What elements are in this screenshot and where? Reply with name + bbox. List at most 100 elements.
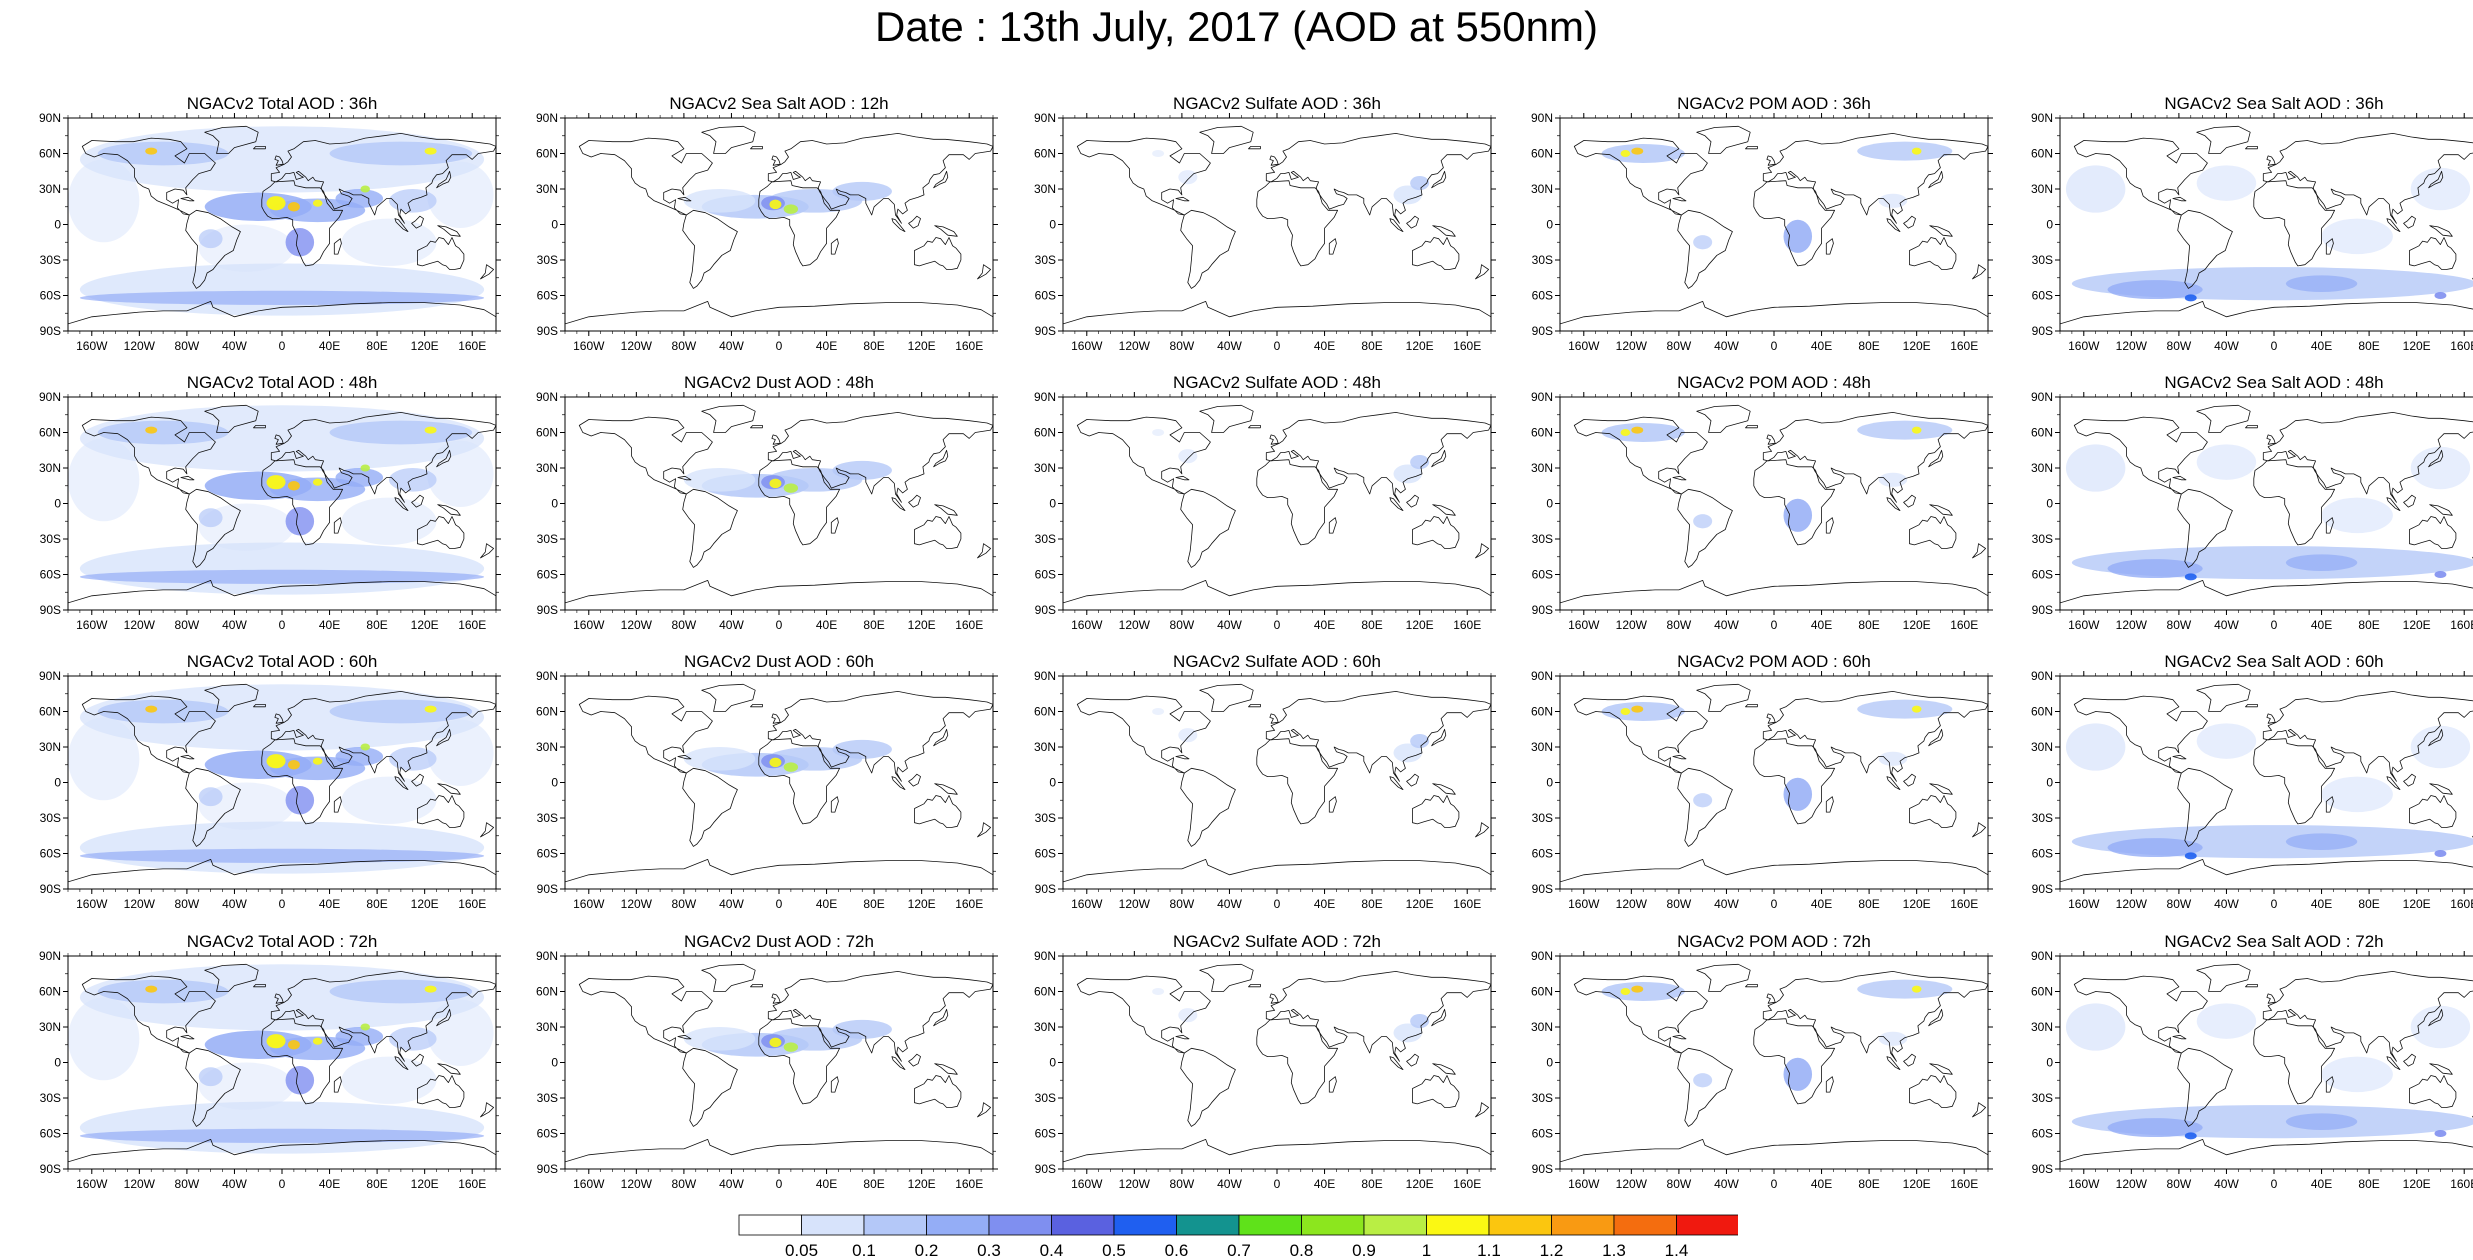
africa-coastline bbox=[2253, 738, 2335, 825]
aod-field-background bbox=[341, 218, 437, 266]
map-plot: 90N 60N 30N 0 30S 60S 90S 160W 120W 80W 40W 0 40E 80E… bbox=[536, 390, 998, 632]
australia-coastline bbox=[914, 795, 962, 828]
aod-plume bbox=[2321, 1056, 2393, 1093]
lon-tick-label: 40W bbox=[1217, 897, 1242, 911]
aod-plume bbox=[1410, 175, 1430, 191]
lat-tick-label: 90N bbox=[39, 111, 61, 125]
aod-field-background bbox=[341, 776, 437, 824]
lat-tick-label: 30S bbox=[1532, 532, 1553, 546]
lon-tick-label: 160W bbox=[76, 339, 108, 353]
lon-tick-label: 160E bbox=[1950, 339, 1978, 353]
lat-tick-label: 90N bbox=[536, 949, 558, 963]
eurasia-coastline bbox=[1265, 691, 1491, 782]
aod-plume bbox=[832, 181, 892, 201]
north-america-coastline bbox=[2073, 137, 2208, 216]
lat-tick-label: 60N bbox=[2031, 426, 2053, 440]
aod-plume bbox=[832, 739, 892, 759]
aod-plume bbox=[312, 478, 323, 486]
aod-plume bbox=[389, 189, 437, 213]
aod-field-background bbox=[427, 440, 494, 508]
lat-tick-label: 90N bbox=[1531, 111, 1553, 125]
map-panel: NGACv2 Dust AOD : 72h 90N 60N 30N 0 30S 60S 90S… bbox=[535, 931, 1035, 1201]
aod-plume bbox=[335, 747, 384, 766]
iceland-island-coastline bbox=[1745, 704, 1758, 708]
greenland-coastline bbox=[204, 404, 259, 433]
madagascar-island-coastline bbox=[1825, 517, 1834, 534]
lon-tick-label: 40W bbox=[222, 618, 247, 632]
lon-tick-label: 40W bbox=[2214, 1177, 2239, 1191]
lon-tick-label: 80E bbox=[863, 339, 884, 353]
aod-plume bbox=[198, 787, 223, 807]
iceland-island-coastline bbox=[1745, 425, 1758, 429]
aod-plume bbox=[389, 468, 437, 492]
lon-tick-label: 160E bbox=[955, 897, 983, 911]
aod-plume bbox=[1620, 428, 1631, 437]
lat-tick-label: 60S bbox=[1035, 1127, 1056, 1141]
map-plot: 90N 60N 30N 0 30S 60S 90S 160W 120W 80W 40W 0 40E 80E… bbox=[1531, 949, 1993, 1191]
aod-plume bbox=[360, 464, 370, 472]
aod-plume bbox=[1783, 777, 1813, 811]
uk-island-coastline bbox=[771, 434, 781, 445]
lon-tick-label: 0 bbox=[1771, 1177, 1778, 1191]
africa-coastline bbox=[261, 459, 343, 546]
lon-tick-label: 120E bbox=[411, 1177, 439, 1191]
lon-tick-label: 40W bbox=[719, 897, 744, 911]
aod-plume bbox=[1783, 498, 1813, 532]
aod-plume bbox=[1631, 705, 1644, 713]
lon-tick-label: 40W bbox=[1217, 1177, 1242, 1191]
aod-plume bbox=[683, 468, 756, 492]
cuba-island-coastline bbox=[2172, 1034, 2187, 1040]
lon-tick-label: 160W bbox=[1568, 618, 1600, 632]
lat-tick-label: 30N bbox=[1034, 1020, 1056, 1034]
aod-plume bbox=[683, 1027, 756, 1051]
north-america-coastline bbox=[578, 695, 713, 774]
south-america-coastline bbox=[1180, 1047, 1236, 1127]
panel-title: NGACv2 Total AOD : 72h bbox=[186, 932, 378, 951]
south-america-coastline bbox=[2177, 209, 2233, 289]
japan-island-coastline bbox=[2428, 170, 2444, 189]
japan-island-coastline bbox=[1928, 449, 1944, 468]
lat-tick-label: 30N bbox=[1531, 1020, 1553, 1034]
lat-tick-label: 30N bbox=[1034, 461, 1056, 475]
lat-tick-label: 30S bbox=[1532, 1091, 1553, 1105]
sumatra-island-coastline bbox=[891, 497, 906, 511]
lat-tick-label: 90S bbox=[2032, 882, 2053, 896]
new-guinea-island-coastline bbox=[437, 504, 461, 516]
lon-tick-label: 80E bbox=[863, 1177, 884, 1191]
uk-island-coastline bbox=[1269, 155, 1279, 166]
aod-plume bbox=[1620, 149, 1631, 158]
sumatra-island-coastline bbox=[394, 1056, 409, 1070]
aod-field-background bbox=[68, 438, 140, 522]
aod-plume bbox=[1601, 423, 1685, 442]
new-zealand-island-coastline bbox=[1475, 822, 1489, 838]
aod-plume bbox=[1620, 707, 1631, 716]
panel-title: NGACv2 Sulfate AOD : 60h bbox=[1173, 652, 1381, 671]
lon-tick-label: 40W bbox=[1714, 1177, 1739, 1191]
madagascar-island-coastline bbox=[2325, 796, 2334, 813]
aod-field-background bbox=[198, 503, 294, 551]
aod-field-background bbox=[79, 821, 485, 874]
lon-tick-label: 160E bbox=[2450, 1177, 2473, 1191]
madagascar-island-coastline bbox=[1825, 796, 1834, 813]
cuba-island-coastline bbox=[677, 196, 692, 202]
map-panel: NGACv2 Sea Salt AOD : 72h 90N 60N 30N 0 30S 60… bbox=[2030, 931, 2473, 1201]
new-zealand-island-coastline bbox=[977, 264, 991, 280]
lat-tick-label: 30S bbox=[537, 532, 558, 546]
lat-tick-label: 90N bbox=[1531, 669, 1553, 683]
lat-tick-label: 90S bbox=[1035, 603, 1056, 617]
lon-tick-label: 80W bbox=[1170, 618, 1195, 632]
eurasia-coastline bbox=[270, 133, 496, 224]
lat-tick-label: 60N bbox=[1034, 705, 1056, 719]
panel-title: NGACv2 Dust AOD : 72h bbox=[684, 932, 874, 951]
australia-coastline bbox=[914, 1075, 962, 1108]
aod-plume bbox=[2107, 838, 2203, 858]
lat-tick-label: 90N bbox=[2031, 949, 2053, 963]
eurasia-coastline bbox=[1265, 971, 1491, 1062]
antarctica-coastline bbox=[2060, 1139, 2473, 1169]
lon-tick-label: 160E bbox=[458, 339, 486, 353]
new-zealand-island-coastline bbox=[977, 1102, 991, 1118]
aod-plume bbox=[266, 1034, 286, 1049]
lat-tick-label: 0 bbox=[1049, 497, 1056, 511]
north-america-coastline bbox=[1076, 416, 1211, 495]
lat-tick-label: 60S bbox=[1532, 847, 1553, 861]
